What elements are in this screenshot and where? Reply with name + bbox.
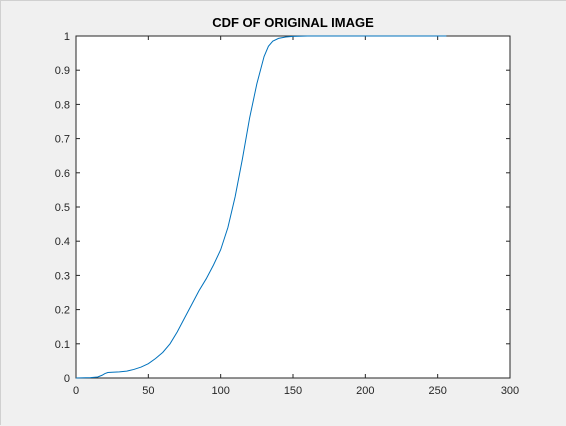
y-tick-label: 0.2: [55, 305, 70, 317]
y-tick-label: 0.9: [55, 65, 70, 77]
x-tick-label: 0: [73, 385, 79, 397]
cdf-series-line: [75, 35, 447, 379]
x-tick-label: 300: [501, 385, 519, 397]
tick-labels-layer: 0 50 100 150 200 250 300 0 0.1 0.2 0.3 0.4 0.5 0.6 0.7…: [55, 31, 519, 397]
y-tick-label: 0.6: [55, 168, 70, 180]
y-tick-label: 0.4: [55, 236, 70, 248]
plot-area: [75, 35, 511, 379]
y-tick-label: 0.8: [55, 99, 70, 111]
y-tick-label: 1: [64, 31, 70, 43]
y-tick-label: 0.1: [55, 339, 70, 351]
y-tick-label: 0.7: [55, 134, 70, 146]
ticks-layer: [75, 35, 511, 379]
y-tick-label: 0: [64, 373, 70, 385]
y-tick-label: 0.3: [55, 270, 70, 282]
x-tick-label: 50: [142, 385, 154, 397]
y-tick-label: 0.5: [55, 202, 70, 214]
chart-title: CDF OF ORIGINAL IMAGE: [212, 15, 374, 30]
x-tick-label: 200: [356, 385, 374, 397]
x-tick-label: 100: [211, 385, 229, 397]
x-tick-label: 150: [284, 385, 302, 397]
x-tick-label: 250: [428, 385, 446, 397]
